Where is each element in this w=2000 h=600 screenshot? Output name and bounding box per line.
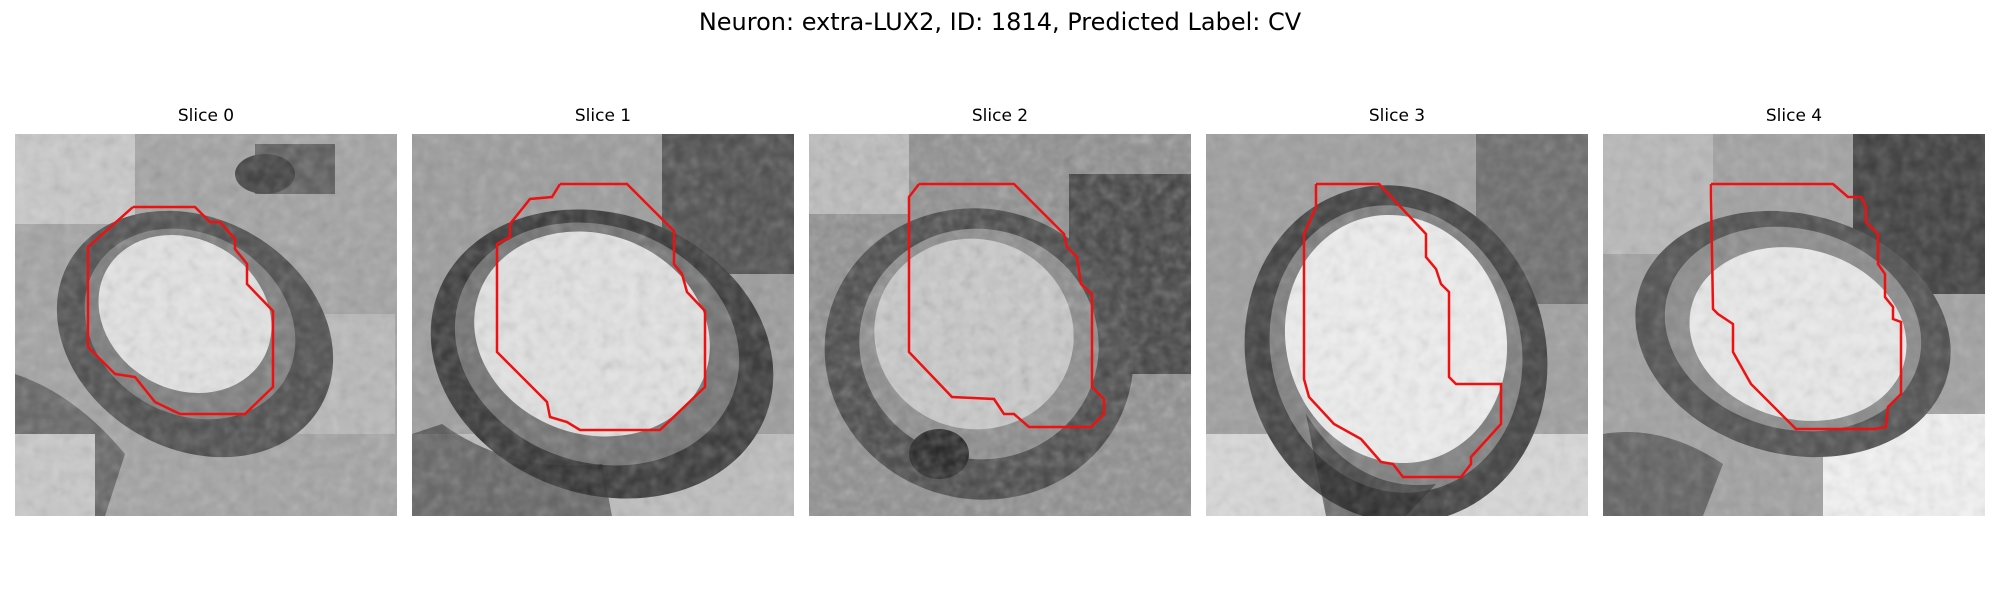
- slice-title-0: Slice 0: [177, 106, 235, 126]
- slice-title-2: Slice 2: [971, 106, 1029, 126]
- slice-title-1: Slice 1: [574, 106, 632, 126]
- slice-image-2: [809, 134, 1191, 516]
- slice-image-0: [15, 134, 397, 516]
- contour-3: [1302, 182, 1503, 479]
- contour-0: [86, 205, 275, 416]
- contour-2: [907, 182, 1106, 429]
- slice-title-3: Slice 3: [1368, 106, 1426, 126]
- figure-title: Neuron: extra-LUX2, ID: 1814, Predicted …: [698, 8, 1302, 36]
- contour-1: [495, 182, 707, 432]
- contour-4: [1709, 182, 1903, 431]
- slice-image-1: [412, 134, 794, 516]
- slice-title-4: Slice 4: [1765, 106, 1823, 126]
- slice-image-4: [1603, 134, 1985, 516]
- slice-image-3: [1206, 134, 1588, 516]
